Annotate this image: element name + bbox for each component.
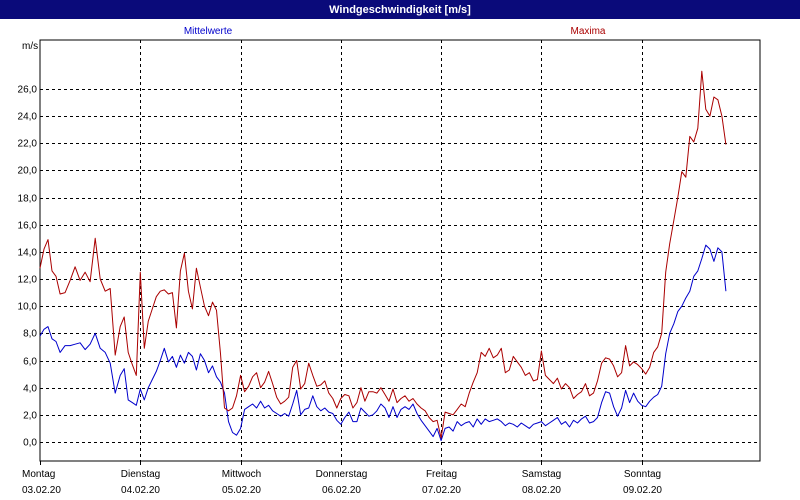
x-tick-label-date: 04.02.20 xyxy=(121,485,160,496)
y-tick-label: 12,0 xyxy=(18,275,38,286)
y-tick-label: 14,0 xyxy=(18,248,38,259)
x-tick-label-date: 06.02.20 xyxy=(322,485,361,496)
series-layer xyxy=(39,70,727,442)
x-tick-label-date: 09.02.20 xyxy=(623,485,662,496)
chart-title: Windgeschwindigkeit [m/s] xyxy=(329,4,471,16)
y-axis-unit-label: m/s xyxy=(22,41,38,52)
x-tick-label-date: 05.02.20 xyxy=(222,485,261,496)
y-tick-label: 26,0 xyxy=(18,85,38,96)
plot-border xyxy=(39,39,761,462)
y-tick-label: 2,0 xyxy=(23,411,37,422)
y-tick-label: 4,0 xyxy=(23,384,37,395)
x-tick-label-weekday: Montag xyxy=(22,469,55,480)
y-tick-label: 18,0 xyxy=(18,194,38,205)
y-tick-label: 16,0 xyxy=(18,221,38,232)
x-tick-label-date: 07.02.20 xyxy=(422,485,461,496)
y-tick-label: 8,0 xyxy=(23,329,37,340)
axes: 0,0 2,0 4,0 6,0 8,0 10,0 12,0 14,0 16,0 18,0 20,0 2… xyxy=(18,39,761,496)
grid xyxy=(40,40,760,461)
series-line-mittelwerte xyxy=(39,244,727,442)
x-tick-label-weekday: Freitag xyxy=(426,469,457,480)
x-tick-label-weekday: Sonntag xyxy=(624,469,661,480)
y-tick-label: 20,0 xyxy=(18,166,38,177)
title-bar xyxy=(0,0,800,19)
x-tick-label-weekday: Donnerstag xyxy=(316,469,368,480)
x-tick-label-weekday: Mittwoch xyxy=(222,469,261,480)
y-tick-label: 0,0 xyxy=(23,438,37,449)
y-tick-label: 24,0 xyxy=(18,112,38,123)
series-line-maxima xyxy=(39,70,727,439)
legend-mittelwerte: Mittelwerte xyxy=(184,26,233,37)
x-tick-label-date: 08.02.20 xyxy=(522,485,561,496)
x-tick-label-weekday: Dienstag xyxy=(121,469,160,480)
y-tick-label: 22,0 xyxy=(18,139,38,150)
x-tick-label-date: 03.02.20 xyxy=(22,485,61,496)
legend-maxima: Maxima xyxy=(570,26,605,37)
x-tick-label-weekday: Samstag xyxy=(522,469,561,480)
y-tick-label: 6,0 xyxy=(23,357,37,368)
y-tick-label: 10,0 xyxy=(18,302,38,313)
